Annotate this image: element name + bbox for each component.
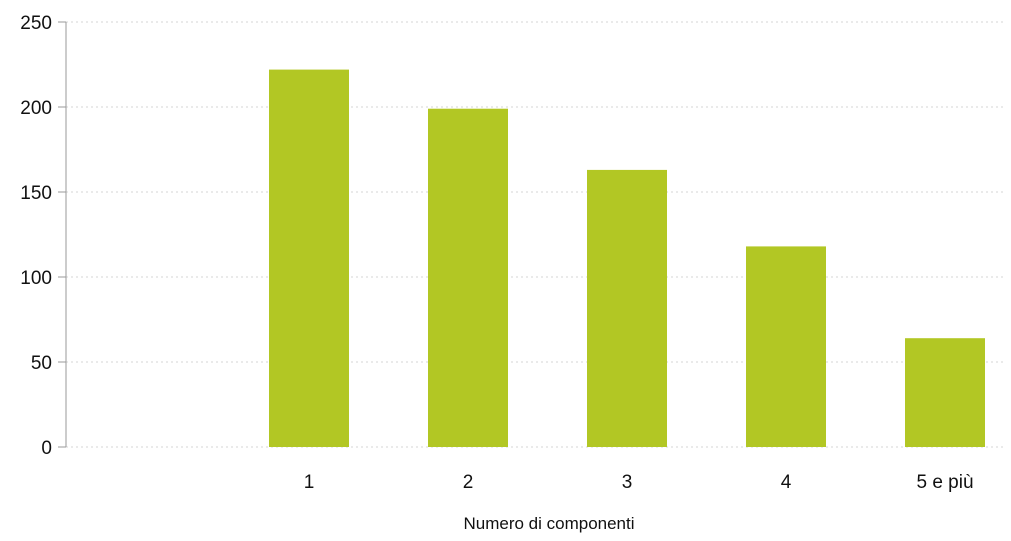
y-tick-label: 200 <box>20 98 52 119</box>
x-tick-label: 2 <box>463 472 474 493</box>
bars <box>269 69 985 447</box>
y-tick-label: 100 <box>20 268 52 289</box>
y-tick-label: 50 <box>31 353 52 374</box>
y-tick-label: 150 <box>20 183 52 204</box>
y-axis: 0 50 100 150 200 250 <box>20 13 67 459</box>
bar <box>905 338 985 447</box>
x-axis-labels: 1 2 3 4 5 e più <box>304 472 974 493</box>
x-tick-label: 1 <box>304 472 315 493</box>
bar <box>746 246 826 447</box>
x-tick-label: 4 <box>781 472 792 493</box>
x-tick-label: 5 e più <box>916 472 973 493</box>
y-tick-label: 0 <box>41 438 52 459</box>
bar <box>428 108 508 447</box>
gridlines <box>66 21 1005 448</box>
bar <box>587 169 667 447</box>
y-tick-label: 250 <box>20 13 52 34</box>
bar <box>269 69 349 447</box>
x-axis-title: Numero di componenti <box>463 514 634 533</box>
x-tick-label: 3 <box>622 472 633 493</box>
